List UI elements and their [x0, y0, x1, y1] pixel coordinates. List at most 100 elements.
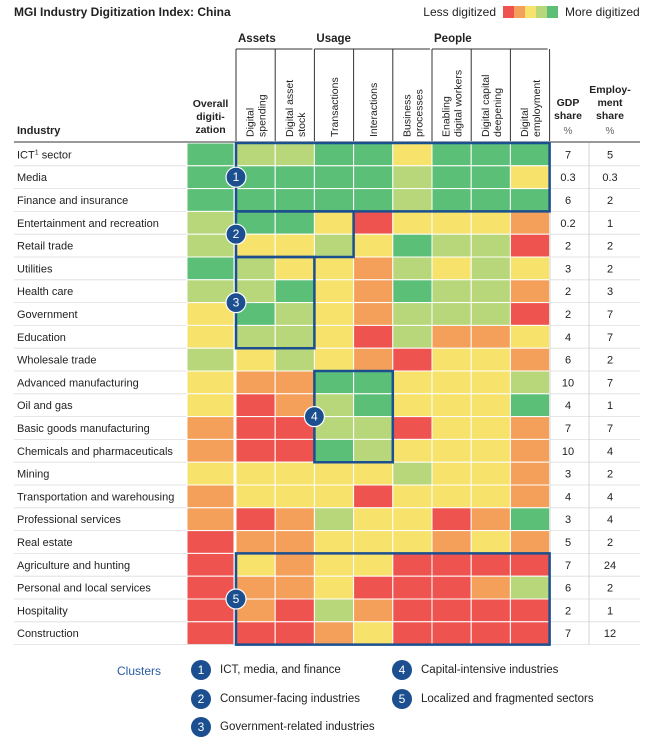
heatmap-cell	[509, 552, 551, 577]
column-header-6: Enabling	[441, 96, 453, 137]
heatmap-cell	[235, 416, 276, 440]
gdp-share-value: 10	[562, 446, 574, 458]
column-header-1: Digital	[245, 108, 257, 137]
row-label-4: Entertainment and recreation	[17, 218, 159, 230]
gdp-share-value: 0.3	[560, 172, 575, 184]
overall-cell	[186, 416, 235, 440]
heatmap-cell	[431, 279, 472, 304]
employment-share-value: 7	[607, 309, 613, 321]
row-label-22: Construction	[17, 628, 79, 640]
heatmap-cell	[509, 370, 551, 395]
heatmap-cell	[509, 233, 551, 258]
heatmap-cell	[392, 210, 433, 235]
heatmap-cell	[353, 598, 394, 623]
cluster-badge-number-5: 5	[233, 592, 240, 606]
cluster-1-label: ICT, media, and finance	[220, 664, 341, 676]
heatmap-cell	[509, 279, 551, 304]
heatmap-cell	[470, 416, 511, 440]
heatmap-cell	[274, 484, 315, 509]
heatmap-cell	[470, 598, 511, 623]
cluster-badge-3	[225, 292, 247, 314]
heatmap-cell	[431, 552, 472, 577]
employment-share-value: 2	[607, 241, 613, 253]
row-label-21: Hospitality	[17, 605, 68, 617]
column-header-2: Digital asset	[284, 80, 296, 137]
cluster-legend-item-1: 1 ICT, media, and finance	[191, 660, 341, 680]
row-label-17: Professional services	[17, 514, 121, 526]
employment-share-value: 3	[607, 286, 613, 298]
heatmap-cell	[431, 324, 472, 349]
heatmap-cell	[392, 507, 433, 532]
heatmap-cell	[392, 324, 433, 349]
overall-cell	[186, 530, 235, 554]
heatmap-cell	[353, 461, 394, 486]
overall-header: Overall	[193, 98, 229, 110]
overall-cell	[186, 552, 235, 577]
heatmap-cell	[392, 438, 433, 463]
heatmap-cell	[353, 393, 394, 418]
heatmap-cell	[392, 347, 433, 372]
row-label-14: Chemicals and pharmaceuticals	[17, 446, 173, 458]
heatmap-cell	[353, 256, 394, 281]
employment-share-value: 5	[607, 149, 613, 161]
clusters-title: Clusters	[117, 664, 162, 678]
heatmap-cell	[274, 461, 315, 486]
cluster-legend-item-5: 5 Localized and fragmented sectors	[392, 689, 594, 709]
gdp-share-value: 4	[565, 332, 571, 344]
heatmap-cell	[313, 233, 355, 258]
heatmap-cell	[353, 142, 394, 167]
cluster-3-outline	[234, 255, 316, 350]
legend-more-label: More digitized	[565, 5, 640, 19]
heatmap-cell	[509, 438, 551, 463]
cluster-badge-number-3: 3	[233, 296, 240, 310]
heatmap-cell	[274, 530, 315, 554]
heatmap-cell	[313, 165, 355, 190]
gdp-share-value: 2	[565, 309, 571, 321]
row-label-12: Oil and gas	[17, 400, 73, 412]
heatmap-cell	[353, 324, 394, 349]
row-label-5: Retail trade	[17, 241, 73, 253]
heatmap-cell	[470, 142, 511, 167]
gdp-share-value: 3	[565, 514, 571, 526]
cluster-3-label: Government-related industries	[220, 721, 375, 733]
heatmap-cell	[392, 552, 433, 577]
cluster-4-outline	[313, 369, 395, 464]
heatmap-cell	[470, 210, 511, 235]
overall-cell	[186, 188, 235, 212]
heatmap-cell	[313, 210, 355, 235]
heatmap-cell	[235, 552, 276, 577]
heatmap-cell	[353, 210, 394, 235]
overall-cell	[186, 621, 235, 646]
employment-share-value: 2	[607, 537, 613, 549]
heatmap-cell	[235, 347, 276, 372]
heatmap-cell	[313, 484, 355, 509]
heatmap-cell	[274, 575, 315, 600]
cluster-4-badge: 4	[392, 660, 412, 680]
industry-header: Industry	[17, 125, 61, 137]
row-label-9: Education	[17, 332, 66, 344]
gdp-share-value: 7	[565, 628, 571, 640]
heatmap-cell	[392, 484, 433, 509]
row-label-suffix: sector	[39, 149, 72, 161]
heatmap-cell	[431, 165, 472, 190]
heatmap-cell	[274, 302, 315, 326]
heatmap-cell	[392, 393, 433, 418]
heatmap-cell	[235, 256, 276, 281]
gdp-share-value: 7	[565, 149, 571, 161]
heatmap-cell	[392, 461, 433, 486]
heatmap-cell	[313, 575, 355, 600]
heatmap-cell	[353, 302, 394, 326]
cluster-4-label: Capital-intensive industries	[421, 664, 559, 676]
heatmap-cell	[274, 552, 315, 577]
cluster-5-label: Localized and fragmented sectors	[421, 693, 594, 705]
gdp-share-value: 2	[565, 605, 571, 617]
heatmap-cell	[509, 256, 551, 281]
heatmap-cell	[431, 621, 472, 646]
heatmap-cell	[274, 233, 315, 258]
gdp-header: share	[554, 110, 582, 122]
heatmap-cell	[313, 370, 355, 395]
heatmap-cell	[509, 302, 551, 326]
employment-header: Employ-	[589, 84, 631, 96]
footnote-marker: 1	[35, 149, 39, 156]
